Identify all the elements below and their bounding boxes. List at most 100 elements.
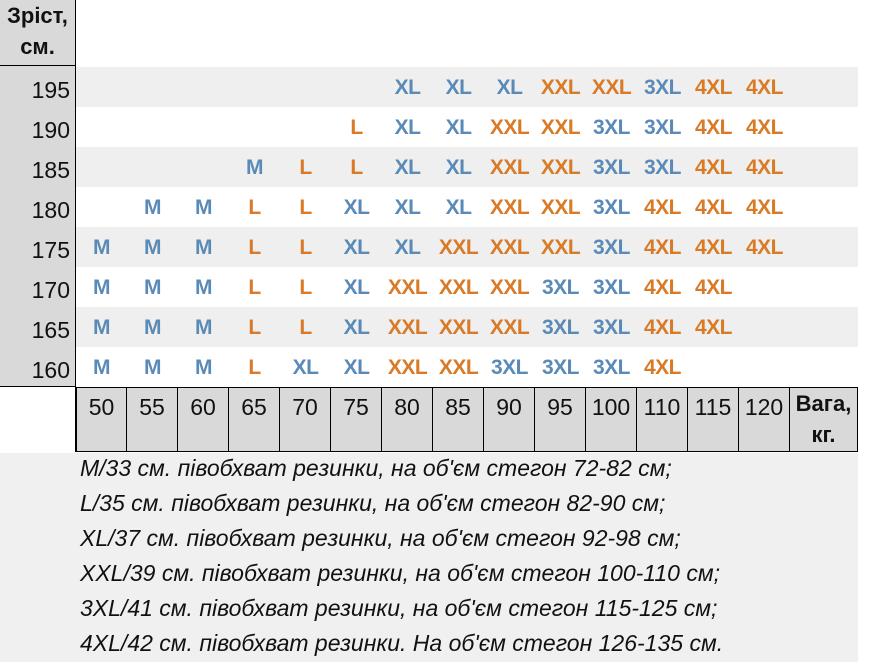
size-cell: M — [195, 356, 213, 379]
size-cell: L — [350, 156, 363, 179]
size-cell: XXL — [489, 236, 530, 259]
height-label: 185 — [0, 146, 75, 187]
size-cell: 3XL — [592, 236, 631, 259]
weight-header: Вага, кг. — [789, 387, 858, 452]
size-cell: XL — [343, 356, 370, 379]
size-cell: XXL — [438, 276, 479, 299]
size-cell: XXL — [591, 76, 632, 99]
size-cell — [331, 67, 382, 107]
size-row — [76, 347, 858, 387]
size-cell: XL — [343, 276, 370, 299]
weight-label: 65 — [228, 387, 280, 452]
size-cell: M — [93, 316, 111, 339]
size-cell: M — [246, 156, 264, 179]
size-cell: 4XL — [694, 236, 733, 259]
size-cell: 4XL — [694, 316, 733, 339]
size-cell: 4XL — [745, 76, 784, 99]
size-cell — [280, 107, 331, 147]
size-cell: 3XL — [592, 156, 631, 179]
size-cell: L — [299, 276, 312, 299]
size-cell: XL — [445, 156, 472, 179]
weight-label: 100 — [585, 387, 637, 452]
weight-label: 90 — [483, 387, 535, 452]
size-cell: 4XL — [745, 196, 784, 219]
size-row — [76, 307, 858, 347]
size-cell: 4XL — [694, 116, 733, 139]
size-cell: XXL — [489, 116, 530, 139]
size-cell: XXL — [438, 236, 479, 259]
size-cell: XXL — [540, 76, 581, 99]
size-cell: 4XL — [643, 236, 682, 259]
size-cell: 3XL — [592, 276, 631, 299]
size-cell — [76, 147, 127, 187]
size-cell: XXL — [489, 156, 530, 179]
weight-header-line1: Вага, — [795, 391, 852, 416]
size-cell: XXL — [387, 276, 428, 299]
size-row — [76, 147, 858, 187]
size-cell: M — [195, 236, 213, 259]
legend-line: 3XL/41 см. півобхват резинки, на об'єм с… — [80, 595, 718, 621]
size-cell — [739, 267, 790, 307]
size-cell: XXL — [540, 116, 581, 139]
size-cell: XL — [394, 116, 421, 139]
size-cell: M — [93, 236, 111, 259]
legend-line: XL/37 см. півобхват резинки, на об'єм ст… — [80, 525, 681, 551]
height-label: 160 — [0, 346, 75, 387]
size-cell: M — [195, 316, 213, 339]
size-cell: XL — [394, 236, 421, 259]
size-cell — [178, 67, 229, 107]
height-label: 195 — [0, 66, 75, 107]
size-cell: XXL — [489, 276, 530, 299]
size-cell: XL — [343, 196, 370, 219]
size-cell: 3XL — [643, 116, 682, 139]
size-legend: M/33 см. півобхват резинки, на об'єм сте… — [0, 453, 858, 662]
height-header: Зріст, см. — [0, 0, 75, 66]
weight-label: 55 — [126, 387, 178, 452]
legend-line: 4XL/42 см. півобхват резинки. На об'єм с… — [80, 630, 724, 656]
size-cell: L — [299, 196, 312, 219]
size-cell: L — [248, 356, 261, 379]
size-cell: XL — [496, 76, 523, 99]
weight-label: 120 — [738, 387, 790, 452]
size-cell: 4XL — [694, 156, 733, 179]
size-cell: XL — [343, 236, 370, 259]
size-cell: 3XL — [592, 116, 631, 139]
size-cell: L — [350, 116, 363, 139]
size-row — [76, 227, 858, 267]
size-cell: 3XL — [643, 76, 682, 99]
height-label: 180 — [0, 186, 75, 227]
size-cell — [76, 187, 127, 227]
size-cell: XXL — [438, 316, 479, 339]
size-cell: XL — [292, 356, 319, 379]
size-cell — [178, 147, 229, 187]
height-header-line1: Зріст, — [7, 3, 68, 28]
size-cell: L — [299, 156, 312, 179]
legend-line: M/33 см. півобхват резинки, на об'єм сте… — [80, 455, 672, 481]
size-cell: M — [144, 196, 162, 219]
legend-line: XXL/39 см. півобхват резинки, на об'єм с… — [80, 560, 720, 586]
size-row — [76, 67, 858, 107]
size-cell — [127, 67, 178, 107]
size-cell: XXL — [387, 356, 428, 379]
size-cell: 4XL — [643, 196, 682, 219]
size-cell: 3XL — [541, 276, 580, 299]
size-cell: 3XL — [541, 356, 580, 379]
size-cell: XL — [394, 76, 421, 99]
size-cell: L — [248, 196, 261, 219]
size-cell — [127, 147, 178, 187]
size-cell: XL — [343, 316, 370, 339]
legend-line: L/35 см. півобхват резинки, на об'єм сте… — [80, 490, 666, 516]
size-cell — [178, 107, 229, 147]
weight-label: 60 — [177, 387, 229, 452]
size-row — [76, 267, 858, 307]
size-cell — [739, 347, 790, 387]
size-cell: L — [248, 236, 261, 259]
weight-label: 115 — [687, 387, 739, 452]
weight-label: 95 — [534, 387, 586, 452]
size-cell: XXL — [540, 156, 581, 179]
size-cell: 4XL — [694, 276, 733, 299]
size-cell: 4XL — [643, 276, 682, 299]
size-cell: 4XL — [745, 236, 784, 259]
height-label: 165 — [0, 306, 75, 347]
